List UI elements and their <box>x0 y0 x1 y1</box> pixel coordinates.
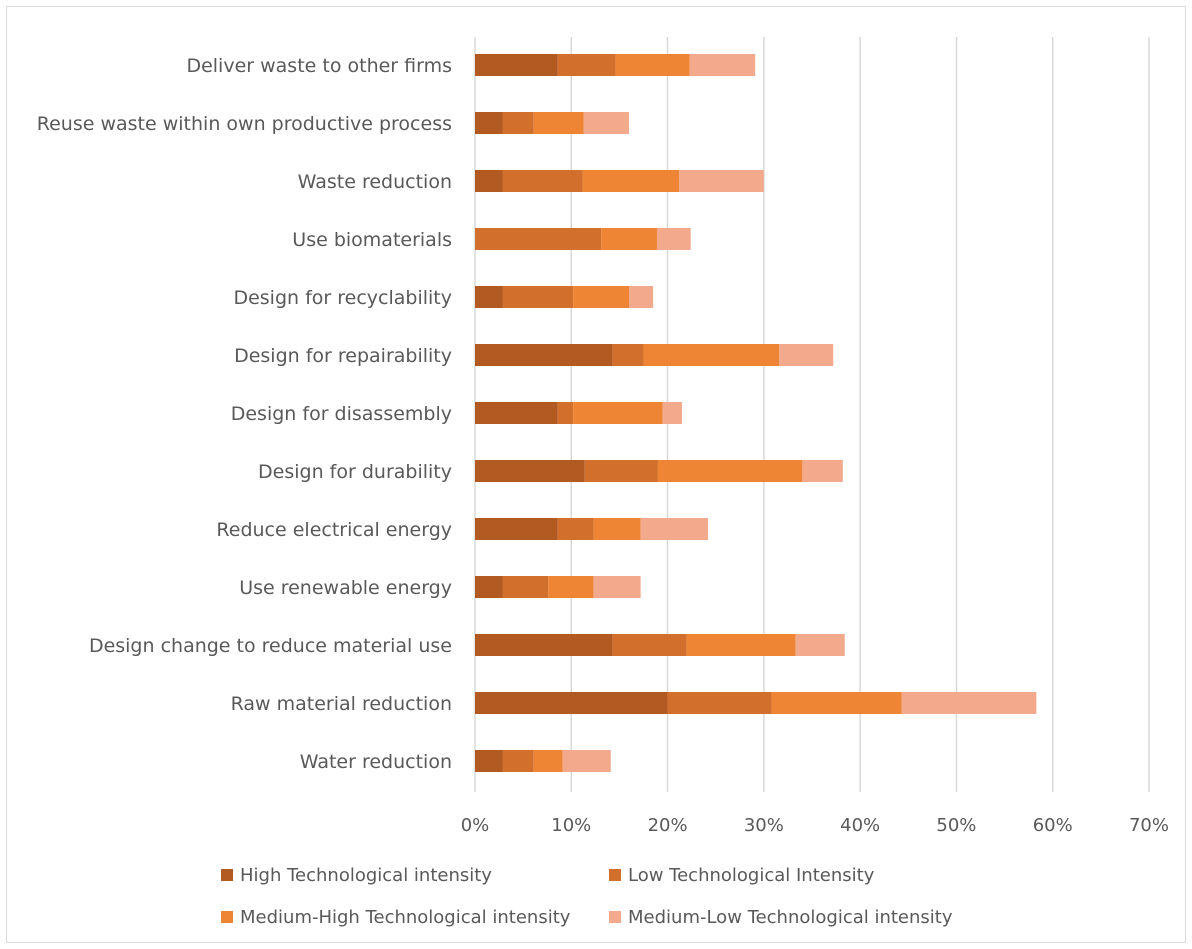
category-label: Deliver waste to other firms <box>186 55 452 77</box>
category-label: Design for recyclability <box>233 287 452 309</box>
bar-segment <box>475 344 613 366</box>
bar-segment <box>771 692 902 714</box>
category-label: Raw material reduction <box>231 693 452 715</box>
bar-segment <box>475 518 558 540</box>
bar-segment <box>475 634 613 656</box>
bar-segment <box>502 170 583 192</box>
x-tick-label: 10% <box>551 815 591 836</box>
bar-segment <box>615 54 690 76</box>
legend-swatch <box>221 911 233 923</box>
bar-segment <box>679 170 764 192</box>
bar-segment <box>557 402 574 424</box>
x-tick-label: 60% <box>1033 815 1073 836</box>
bar-segment <box>779 344 834 366</box>
bar-segment <box>901 692 1037 714</box>
bar-segment <box>502 750 534 772</box>
category-label: Reuse waste within own productive proces… <box>37 113 452 135</box>
category-labels: Deliver waste to other firms Reuse waste … <box>37 55 452 773</box>
bar-segment <box>475 692 668 714</box>
legend-swatch <box>609 869 621 881</box>
bar-segment <box>662 402 683 424</box>
bar-segment <box>582 170 680 192</box>
x-tick-label: 30% <box>744 815 784 836</box>
bar-segment <box>593 576 641 598</box>
bar-segment <box>656 228 691 250</box>
bar-segment <box>475 460 585 482</box>
bar-segment <box>612 344 644 366</box>
bar-segment <box>475 750 503 772</box>
category-label: Design for disassembly <box>231 403 452 425</box>
category-label: Use biomaterials <box>292 229 452 251</box>
bar-segment <box>601 228 657 250</box>
category-label: Design for durability <box>258 461 452 483</box>
bar-segment <box>475 402 558 424</box>
legend-label: Medium-High Technological intensity <box>240 907 571 928</box>
bar-segment <box>502 286 574 308</box>
x-axis-ticks: 0% 10% 20% 30% 40% 50% 60% 70% <box>461 815 1169 836</box>
bar-segment <box>583 112 630 134</box>
bar-segment <box>640 518 709 540</box>
bar-segment <box>475 576 503 598</box>
bar-segment <box>475 286 503 308</box>
bar-segment <box>629 286 654 308</box>
x-tick-label: 40% <box>840 815 880 836</box>
bar-segment <box>657 460 803 482</box>
bar-segment <box>475 170 503 192</box>
bar-segment <box>502 112 534 134</box>
legend: High Technological intensity Low Technolo… <box>221 865 953 928</box>
bar-segment <box>667 692 772 714</box>
bar-segment <box>502 576 549 598</box>
bar-segment <box>689 54 756 76</box>
bar-segment <box>573 286 630 308</box>
bar-segment <box>557 518 594 540</box>
bar-segment <box>593 518 641 540</box>
x-tick-label: 70% <box>1129 815 1169 836</box>
bar-segment <box>475 112 503 134</box>
bar-segment <box>686 634 796 656</box>
bar-segment <box>557 54 616 76</box>
bar-segments <box>475 54 1037 772</box>
bar-segment <box>795 634 845 656</box>
legend-label: High Technological intensity <box>240 865 492 886</box>
bar-segment <box>533 112 584 134</box>
bar-segment <box>573 402 663 424</box>
category-label: Water reduction <box>300 751 452 773</box>
gridlines <box>474 37 1150 792</box>
legend-label: Low Technological Intensity <box>628 865 875 886</box>
x-tick-label: 0% <box>461 815 490 836</box>
category-label: Design for repairability <box>234 345 452 367</box>
bar-segment <box>533 750 563 772</box>
bar-segment <box>643 344 780 366</box>
legend-swatch <box>609 911 621 923</box>
x-tick-label: 50% <box>936 815 976 836</box>
bar-segment <box>802 460 843 482</box>
x-tick-label: 20% <box>648 815 688 836</box>
bar-segment <box>612 634 687 656</box>
bar-segment <box>475 54 558 76</box>
category-label: Waste reduction <box>298 171 452 193</box>
bar-segment <box>548 576 594 598</box>
bar-segment <box>562 750 611 772</box>
category-label: Use renewable energy <box>239 577 452 599</box>
legend-label: Medium-Low Technological intensity <box>628 907 953 928</box>
category-label: Design change to reduce material use <box>89 635 452 657</box>
category-label: Reduce electrical energy <box>216 519 452 541</box>
bar-segment <box>584 460 658 482</box>
legend-swatch <box>221 869 233 881</box>
bar-segment <box>475 228 602 250</box>
